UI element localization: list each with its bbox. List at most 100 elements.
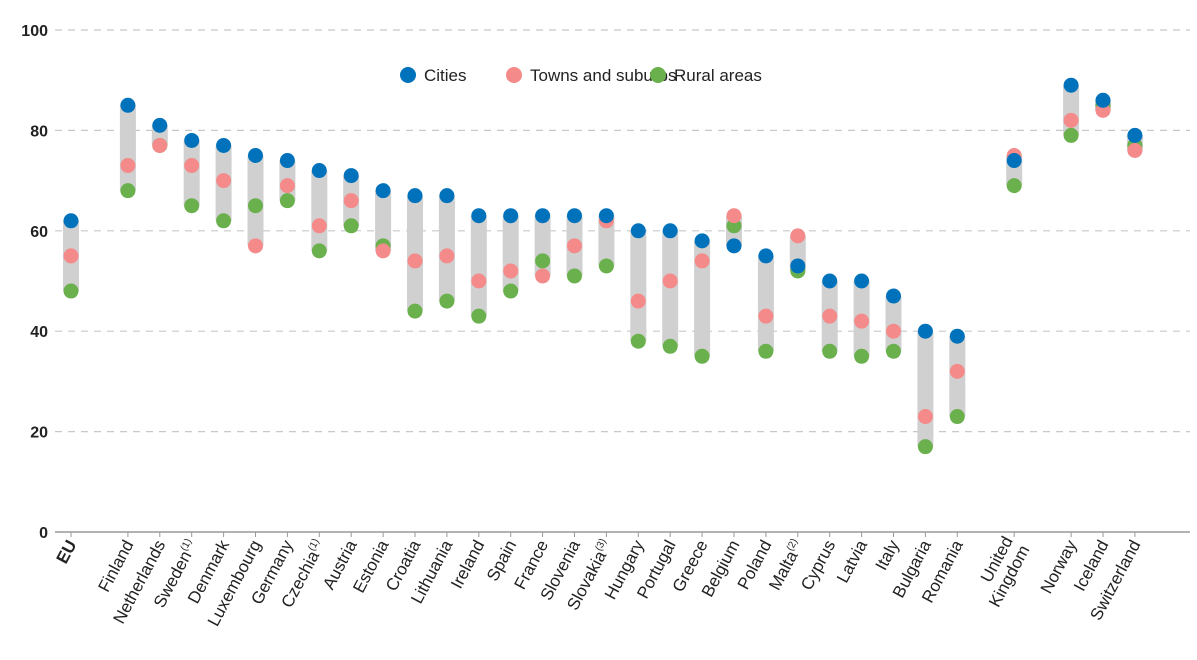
point-cyprus-towns-and-suburbs [822,308,838,324]
point-finland-cities [120,97,136,113]
point-portugal-rural-areas [662,338,678,354]
point-lithuania-towns-and-suburbs [439,248,455,264]
point-lithuania-rural-areas [439,293,455,309]
point-united-kingdom-rural-areas [1006,178,1022,194]
point-iceland-cities [1095,92,1111,108]
legend-item-towns-and-suburbs: Towns and suburbs [506,66,676,85]
point-france-cities [535,208,551,224]
legend-label-rural-areas: Rural areas [674,66,762,85]
legend-swatch-towns-and-suburbs [506,67,522,83]
range-bar-czechia [311,170,328,251]
point-austria-cities [343,168,359,184]
point-finland-towns-and-suburbs [120,158,136,174]
point-eu-cities [63,213,79,229]
range-bar-estonia [375,190,392,251]
range-bar-poland [757,255,774,352]
point-bulgaria-towns-and-suburbs [917,409,933,425]
point-czechia-towns-and-suburbs [311,218,327,234]
point-hungary-towns-and-suburbs [630,293,646,309]
category-label-latvia: Latvia [833,536,871,585]
point-denmark-rural-areas [216,213,232,229]
legend-label-cities: Cities [424,66,467,85]
point-romania-cities [949,328,965,344]
point-romania-towns-and-suburbs [949,363,965,379]
y-tick-label-40: 40 [30,324,48,341]
point-finland-rural-areas [120,183,136,199]
point-italy-cities [886,288,901,304]
legend-item-cities: Cities [400,66,467,85]
point-sweden-cities [184,132,200,148]
point-croatia-rural-areas [407,303,423,319]
point-switzerland-towns-and-suburbs [1127,142,1143,158]
x-axis [55,531,1190,537]
point-slovakia-cities [598,208,614,224]
point-portugal-towns-and-suburbs [662,273,678,289]
range-bar-hungary [630,230,647,342]
point-luxembourg-rural-areas [248,198,263,214]
range-bar-norway [1063,85,1080,136]
point-malta-towns-and-suburbs [790,228,806,244]
point-eu-rural-areas [63,283,79,299]
point-slovenia-cities [567,208,582,224]
point-latvia-towns-and-suburbs [854,313,870,329]
point-ireland-rural-areas [471,308,487,324]
point-spain-rural-areas [503,283,519,299]
point-germany-cities [279,153,295,169]
legend-item-rural-areas: Rural areas [650,66,762,85]
legend-swatch-cities [400,67,416,83]
range-bar-lithuania [438,195,455,302]
point-norway-rural-areas [1063,127,1079,143]
y-tick-label-0: 0 [39,525,48,542]
point-spain-towns-and-suburbs [503,263,519,279]
point-slovenia-rural-areas [567,268,582,284]
point-denmark-towns-and-suburbs [216,173,232,189]
point-germany-rural-areas [279,193,295,209]
category-label-united-kingdom: UnitedKingdom [968,533,1033,610]
point-norway-towns-and-suburbs [1063,112,1079,128]
point-lithuania-cities [439,188,455,204]
point-hungary-rural-areas [630,333,646,349]
point-croatia-cities [407,188,423,204]
range-bar-croatia [407,195,423,312]
point-spain-cities [503,208,519,224]
range-bar-greece [694,240,711,357]
y-tick-label-20: 20 [30,425,48,442]
category-label-eu: EU [53,537,81,567]
range-bar-bulgaria [917,331,934,447]
point-greece-rural-areas [694,348,710,364]
point-czechia-rural-areas [311,243,327,259]
point-croatia-towns-and-suburbs [407,253,423,269]
point-portugal-cities [662,223,678,239]
point-poland-cities [758,248,774,264]
range-bar-sweden [183,140,200,206]
y-tick-label-100: 100 [21,23,48,40]
point-italy-towns-and-suburbs [886,323,901,339]
grid-lines [55,29,1190,433]
range-bar-ireland [470,215,487,317]
point-sweden-rural-areas [184,198,200,214]
y-tick-label-80: 80 [30,123,48,140]
point-czechia-cities [311,163,327,179]
point-poland-towns-and-suburbs [758,308,774,324]
point-eu-towns-and-suburbs [63,248,79,264]
point-italy-rural-areas [886,343,901,359]
point-poland-rural-areas [758,343,774,359]
legend-swatch-rural-areas [650,67,666,83]
point-denmark-cities [216,137,232,153]
range-bar-spain [502,215,519,292]
point-sweden-towns-and-suburbs [184,158,200,174]
y-tick-label-60: 60 [30,224,48,241]
legend-label-towns-and-suburbs: Towns and suburbs [530,66,676,85]
point-switzerland-cities [1127,127,1143,143]
point-ireland-towns-and-suburbs [471,273,487,289]
point-luxembourg-cities [248,148,263,163]
range-bar-finland [119,105,136,191]
point-estonia-towns-and-suburbs [375,243,391,259]
point-cyprus-rural-areas [822,343,838,359]
point-united-kingdom-cities [1006,153,1022,169]
point-estonia-cities [375,183,391,199]
point-slovakia-rural-areas [598,258,614,274]
category-label-italy: Italy [872,537,904,574]
